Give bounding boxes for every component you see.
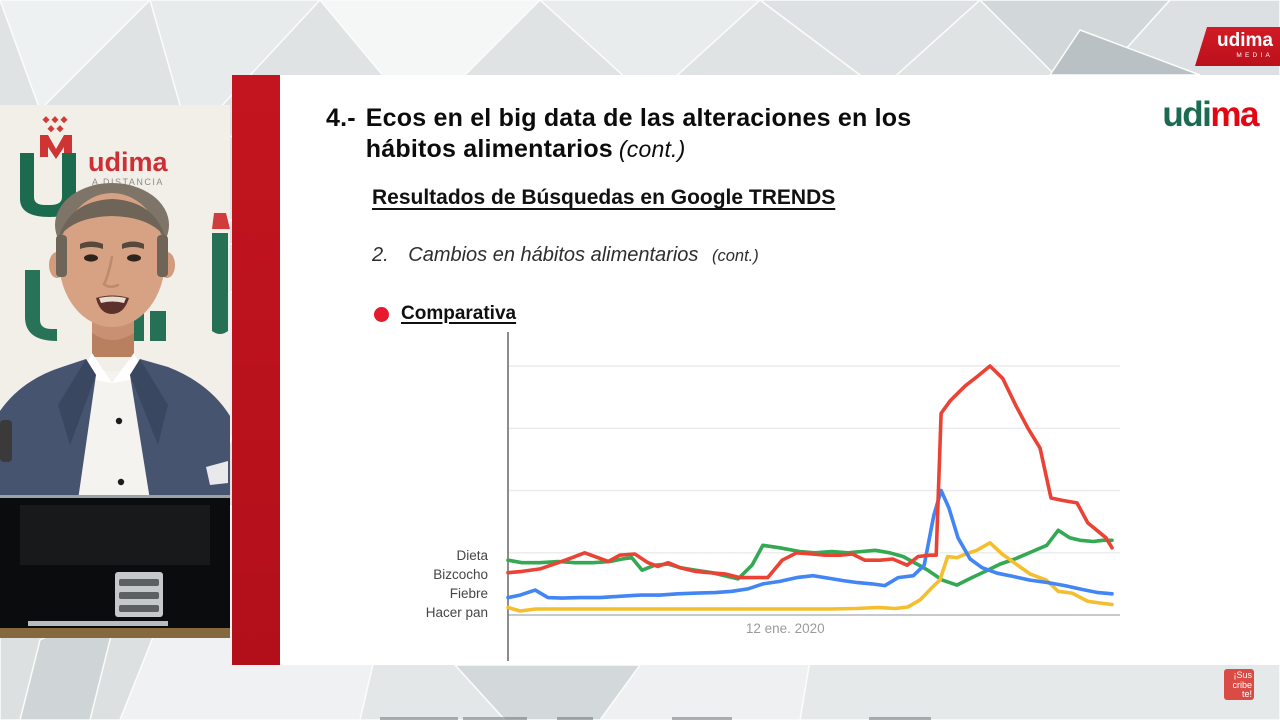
backdrop-partial-logos bbox=[25, 213, 230, 341]
x-axis-tick-label: 12 ene. 2020 bbox=[745, 621, 825, 636]
subscribe-line2: cribe bbox=[1232, 679, 1252, 690]
legend-item-hacer-pan: Hacer pan bbox=[425, 605, 488, 620]
udima-media-flag: udima MEDIA bbox=[1195, 27, 1280, 66]
bullet-item-comparativa: Comparativa bbox=[374, 303, 516, 325]
logo-part-green: udi bbox=[1162, 95, 1211, 134]
udima-slide-logo: udima bbox=[1162, 95, 1259, 135]
flag-media-text: MEDIA bbox=[1236, 52, 1273, 59]
series-line-hacer-pan bbox=[506, 540, 1114, 613]
video-progress-fragment bbox=[869, 717, 931, 720]
slide-title-line2: hábitos alimentarios bbox=[365, 135, 613, 163]
google-trends-chart bbox=[506, 332, 1120, 661]
legend-item-dieta: Dieta bbox=[456, 548, 488, 563]
subscribe-line1: ¡Sus bbox=[1233, 670, 1252, 680]
subheading-text: Cambios en hábitos alimentarios bbox=[408, 244, 699, 266]
video-progress-fragment bbox=[557, 717, 593, 720]
series-line-bizcocho bbox=[506, 364, 1114, 580]
slide-title: 4.- Ecos en el big data de las alteracio… bbox=[326, 103, 911, 165]
presenter-webcam: udima A DISTANCIA bbox=[0, 105, 230, 638]
subheading-number: 2. bbox=[372, 244, 389, 266]
microphone bbox=[0, 420, 12, 462]
bullet-dot bbox=[374, 306, 389, 322]
subheading-cont: (cont.) bbox=[711, 247, 759, 265]
slide-heading: Resultados de Búsquedas en Google TRENDS bbox=[372, 186, 836, 209]
desk-edge bbox=[0, 628, 230, 638]
video-progress-fragment bbox=[463, 717, 527, 720]
slide-title-line1: Ecos en el big data de las alteraciones … bbox=[365, 104, 912, 132]
video-progress-fragment bbox=[672, 717, 732, 720]
subscribe-line3: te! bbox=[1241, 689, 1252, 699]
chart-legend: Dieta Bizcocho Fiebre Hacer pan bbox=[398, 546, 488, 622]
bullet-label: Comparativa bbox=[401, 303, 517, 324]
flag-brand-text: udima bbox=[1217, 30, 1273, 51]
series-line-fiebre bbox=[506, 488, 1114, 600]
studio-monitor bbox=[0, 495, 230, 628]
backdrop-tagline-text: A DISTANCIA bbox=[92, 177, 164, 187]
slide-title-number: 4.- bbox=[326, 104, 356, 132]
subscribe-badge[interactable]: ¡Sus cribe te! bbox=[1224, 669, 1254, 700]
presenter-avatar bbox=[0, 183, 230, 500]
presentation-slide: 4.- Ecos en el big data de las alteracio… bbox=[280, 75, 1280, 665]
slide-accent-stripe bbox=[232, 75, 280, 665]
video-progress-fragment bbox=[380, 717, 458, 720]
backdrop-brand-text: udima bbox=[88, 147, 168, 177]
slide-subheading: 2. Cambios en hábitos alimentarios (cont… bbox=[372, 244, 759, 267]
legend-item-bizcocho: Bizcocho bbox=[433, 567, 488, 582]
series-line-dieta bbox=[506, 528, 1114, 587]
slide-title-cont: (cont.) bbox=[618, 136, 686, 162]
legend-item-fiebre: Fiebre bbox=[449, 586, 488, 601]
logo-part-red: ma bbox=[1210, 95, 1259, 134]
slide-title-text: Ecos en el big data de las alteraciones … bbox=[366, 103, 912, 165]
